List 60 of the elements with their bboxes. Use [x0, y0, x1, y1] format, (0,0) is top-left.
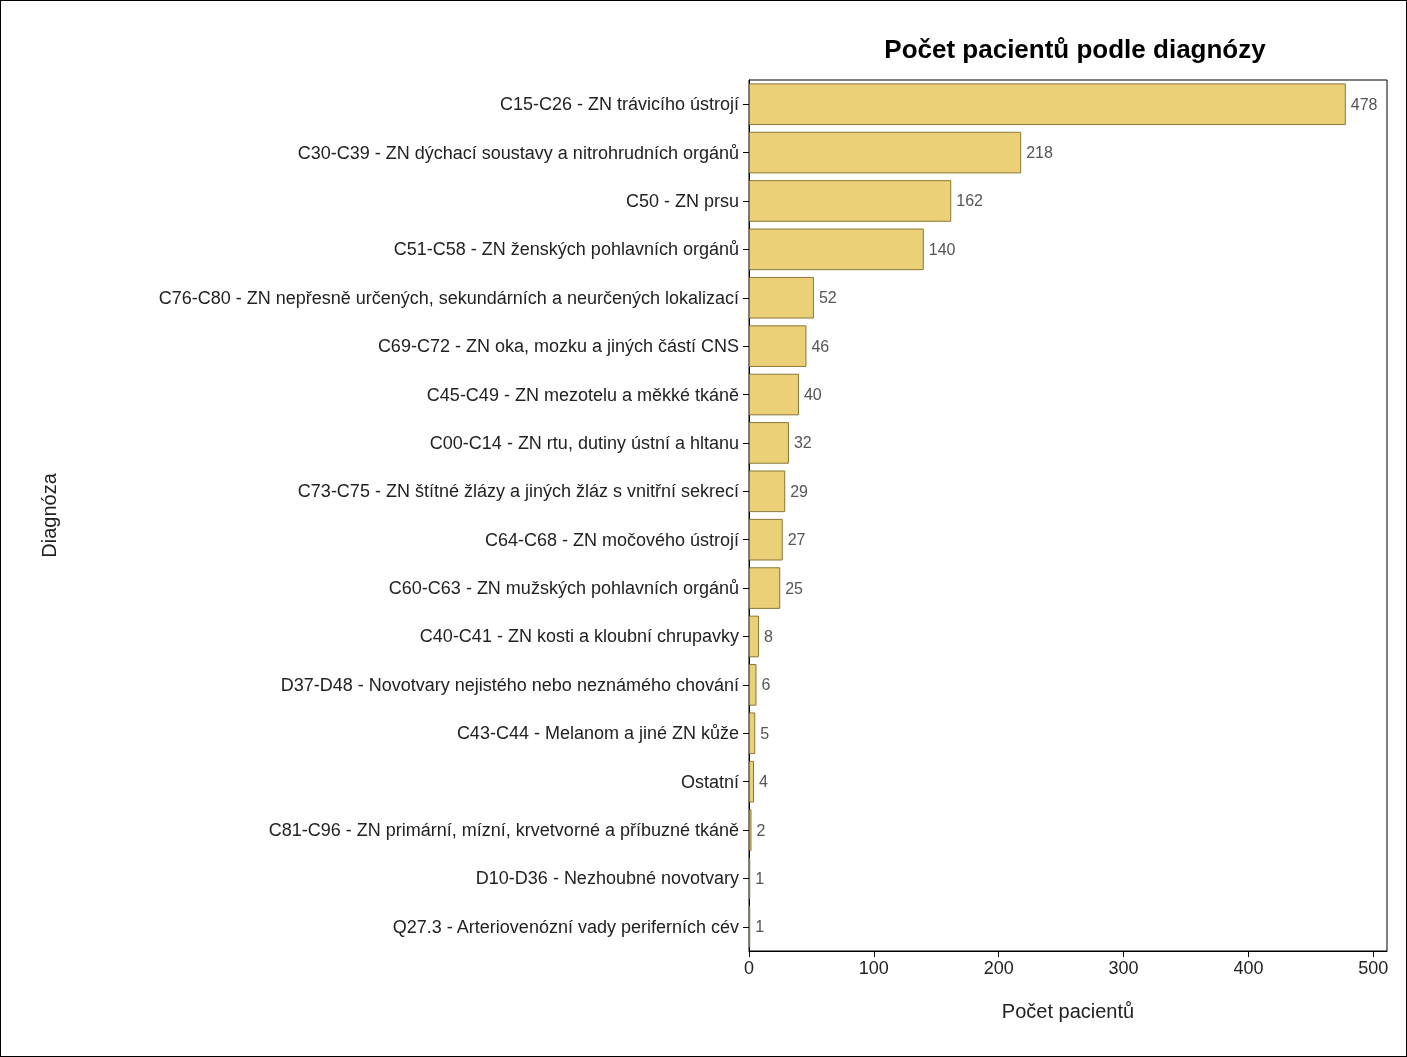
y-tick-label: C60-C63 - ZN mužských pohlavních orgánů [388, 578, 739, 599]
y-tick-label: C73-C75 - ZN štítné žlázy a jiných žláz s vnitřní sekrecí [297, 481, 739, 502]
x-tick-label: 200 [983, 958, 1014, 978]
y-tick-label: Ostatní [680, 771, 739, 792]
bar [749, 131, 1022, 174]
data-label: 2 [756, 821, 766, 839]
data-label: 6 [761, 676, 771, 694]
data-label: 4 [758, 773, 768, 791]
x-tick-label: 100 [858, 958, 889, 978]
bar [749, 373, 799, 416]
x-tick-label: 0 [743, 958, 755, 978]
bar [749, 567, 781, 609]
bar [749, 760, 754, 803]
bar [749, 470, 786, 513]
data-label: 40 [803, 386, 822, 404]
data-label: 5 [760, 724, 770, 742]
bar [749, 422, 789, 464]
y-tick-label: C76-C80 - ZN nepřesně určených, sekundárních a neurčených lokalizací [158, 287, 739, 308]
y-tick-label: C45-C49 - ZN mezotelu a měkké tkáně [426, 384, 739, 405]
y-tick-label: C43-C44 - Melanom a jiné ZN kůže [456, 723, 739, 744]
bar [749, 664, 757, 706]
y-tick-label: C15-C26 - ZN trávicího ústrojí [499, 94, 739, 115]
data-label: 478 [1350, 95, 1378, 113]
data-label: 140 [928, 240, 956, 258]
data-label: 162 [956, 192, 984, 210]
bar [749, 325, 807, 367]
bar [749, 276, 814, 319]
bar [749, 518, 783, 561]
data-label: 27 [787, 531, 806, 549]
y-tick-label: C64-C68 - ZN močového ústrojí [484, 529, 739, 550]
data-label: 32 [793, 434, 812, 452]
y-tick-label: C81-C96 - ZN primární, mízní, krvetvorné a příbuzné tkáně [268, 820, 739, 841]
bar [749, 228, 924, 271]
x-tick-label: 500 [1358, 958, 1389, 978]
x-axis-title: Počet pacientů [1001, 1000, 1135, 1022]
y-tick-label: C69-C72 - ZN oka, mozku a jiných částí CNS [377, 336, 739, 357]
bar [749, 83, 1346, 125]
data-label: 29 [790, 482, 809, 500]
y-tick-label: Q27.3 - Arteriovenózní vady periferních cév [392, 916, 739, 937]
x-tick-label: 300 [1108, 958, 1139, 978]
bar [749, 712, 756, 755]
chart-title: Počet pacientů podle diagnózy [884, 34, 1267, 64]
y-tick-label: C51-C58 - ZN ženských pohlavních orgánů [393, 239, 739, 260]
y-tick-label: C40-C41 - ZN kosti a kloubní chrupavky [419, 626, 739, 647]
y-axis-title: Diagnóza [38, 472, 60, 558]
data-label: 46 [811, 337, 830, 355]
y-tick-label: C50 - ZN prsu [625, 190, 739, 211]
y-tick-label: C00-C14 - ZN rtu, dutiny ústní a hltanu [429, 432, 739, 453]
bar [749, 615, 759, 658]
data-label: 1 [755, 918, 765, 936]
data-label: 52 [818, 289, 837, 307]
data-label: 8 [763, 627, 773, 645]
data-label: 218 [1026, 144, 1053, 162]
x-tick-label: 400 [1233, 958, 1264, 978]
y-tick-label: D37-D48 - Novotvary nejistého nebo neznámého chování [280, 674, 739, 695]
y-tick-label: D10-D36 - Nezhoubné novotvary [475, 868, 739, 889]
y-tick-label: C30-C39 - ZN dýchací soustavy a nitrohrudních orgánů [297, 142, 739, 163]
data-label: 1 [755, 869, 765, 887]
bar [749, 180, 952, 222]
data-label: 25 [785, 579, 804, 597]
